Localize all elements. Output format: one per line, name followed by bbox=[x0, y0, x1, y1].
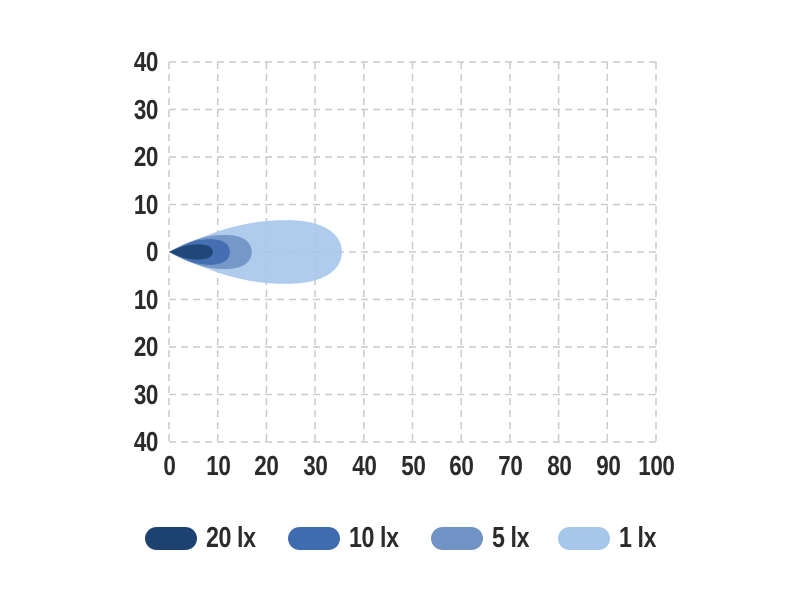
y-tick: 20 bbox=[133, 141, 159, 172]
legend-swatch-20lx-icon bbox=[144, 527, 197, 550]
x-tick: 100 bbox=[638, 450, 676, 481]
x-tick: 90 bbox=[595, 450, 621, 481]
x-tick: 30 bbox=[303, 450, 329, 481]
x-tick: 70 bbox=[498, 450, 523, 481]
legend-item-5lx: 5 lx bbox=[430, 522, 538, 555]
y-tick: 40 bbox=[133, 426, 159, 457]
y-tick: 30 bbox=[133, 378, 159, 410]
x-tick: 60 bbox=[449, 450, 475, 481]
x-tick: 80 bbox=[547, 450, 572, 481]
y-tick: 10 bbox=[133, 283, 159, 315]
x-axis-tick-labels: 0 10 20 30 40 50 60 70 80 90 100 bbox=[145, 451, 681, 481]
y-tick: 20 bbox=[133, 331, 159, 362]
legend-label-5lx: 5 lx bbox=[491, 522, 530, 554]
y-tick: 30 bbox=[133, 93, 159, 125]
plot-area bbox=[168, 61, 657, 443]
y-tick: 40 bbox=[133, 46, 159, 77]
legend-swatch-1lx-icon bbox=[558, 527, 610, 550]
y-axis-tick-labels: 40 30 20 10 0 10 20 30 40 bbox=[56, 46, 159, 457]
legend: 20 lx 10 lx 5 lx 1 lx bbox=[0, 522, 800, 555]
x-tick: 10 bbox=[206, 450, 231, 481]
legend-label-10lx: 10 lx bbox=[348, 522, 399, 554]
x-tick: 0 bbox=[163, 450, 176, 481]
y-tick: 0 bbox=[145, 236, 158, 267]
legend-label-1lx: 1 lx bbox=[619, 522, 657, 554]
legend-label-20lx: 20 lx bbox=[205, 522, 256, 554]
legend-item-10lx: 10 lx bbox=[287, 522, 411, 555]
legend-item-20lx: 20 lx bbox=[144, 522, 268, 555]
x-tick: 50 bbox=[400, 450, 426, 481]
x-tick: 20 bbox=[254, 450, 280, 481]
legend-swatch-5lx-icon bbox=[430, 527, 483, 550]
x-tick: 40 bbox=[352, 450, 377, 481]
y-tick: 10 bbox=[133, 188, 159, 220]
legend-swatch-10lx-icon bbox=[287, 527, 340, 550]
legend-item-1lx: 1 lx bbox=[558, 522, 665, 555]
